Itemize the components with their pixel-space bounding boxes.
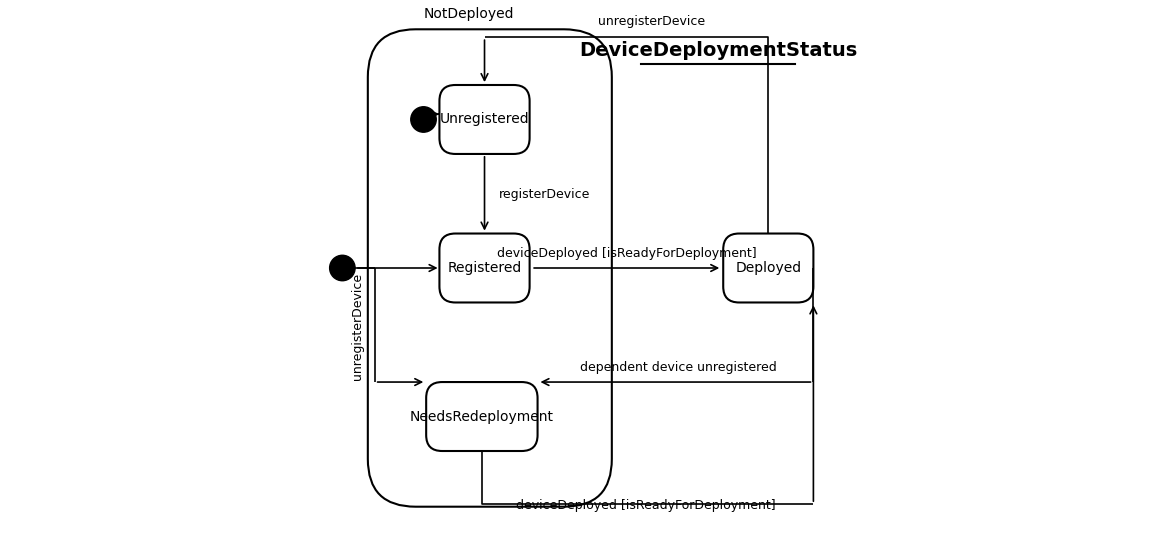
Text: deviceDeployed [isReadyForDeployment]: deviceDeployed [isReadyForDeployment] <box>496 247 756 260</box>
Text: NeedsRedeployment: NeedsRedeployment <box>409 410 553 423</box>
FancyBboxPatch shape <box>440 234 530 302</box>
Text: Registered: Registered <box>448 261 522 275</box>
Text: Deployed: Deployed <box>735 261 802 275</box>
Text: Unregistered: Unregistered <box>440 113 529 126</box>
Text: DeviceDeploymentStatus: DeviceDeploymentStatus <box>579 41 857 60</box>
Text: registerDevice: registerDevice <box>499 188 590 202</box>
Text: unregisterDevice: unregisterDevice <box>599 15 705 28</box>
FancyBboxPatch shape <box>723 234 813 302</box>
Circle shape <box>329 255 355 281</box>
FancyBboxPatch shape <box>426 382 537 451</box>
Circle shape <box>411 107 436 132</box>
Text: NotDeployed: NotDeployed <box>423 8 514 21</box>
Text: deviceDeployed [isReadyForDeployment]: deviceDeployed [isReadyForDeployment] <box>516 499 776 512</box>
FancyBboxPatch shape <box>368 29 611 507</box>
Text: dependent device unregistered: dependent device unregistered <box>580 361 776 374</box>
FancyBboxPatch shape <box>440 85 530 154</box>
Text: unregisterDevice: unregisterDevice <box>350 273 364 380</box>
